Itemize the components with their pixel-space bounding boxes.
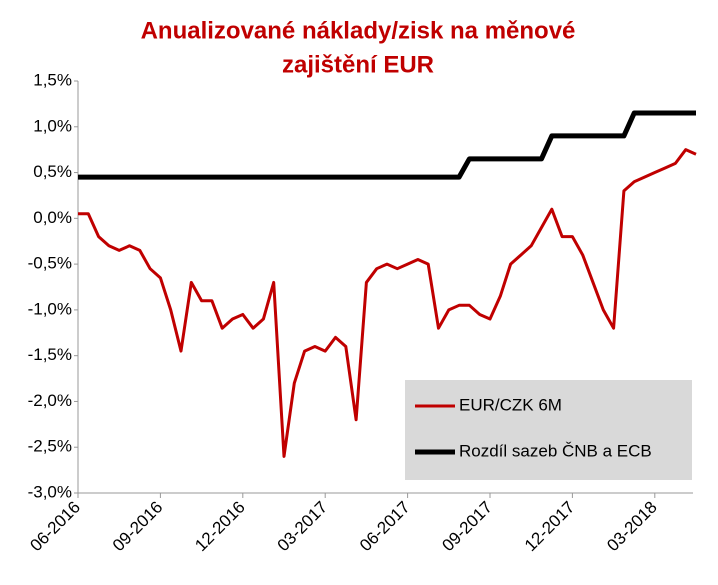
x-tick-label: 03-2017	[274, 498, 332, 556]
legend-label: Rozdíl sazeb ČNB a ECB	[459, 441, 652, 460]
chart-subtitle: zajištění EUR	[282, 51, 434, 78]
y-tick-label: -2,0%	[28, 391, 72, 410]
y-tick-label: -3,0%	[28, 482, 72, 501]
y-tick-label: -2,5%	[28, 437, 72, 456]
x-tick-label: 12-2016	[191, 498, 249, 556]
y-tick-label: 0,0%	[33, 208, 72, 227]
x-tick-label: 03-2018	[603, 498, 661, 556]
data-line	[78, 148, 697, 458]
chart-title: Anualizované náklady/zisk na měnové	[141, 17, 576, 44]
x-tick-label: 09-2017	[438, 498, 496, 556]
x-tick-label: 06-2016	[26, 498, 84, 556]
y-tick-label: -1,0%	[28, 299, 72, 318]
x-tick-label: 12-2017	[521, 498, 579, 556]
legend-label: EUR/CZK 6M	[459, 395, 562, 414]
data-line	[78, 110, 696, 180]
x-tick-label: 09-2016	[109, 498, 167, 556]
y-tick-label: 0,5%	[33, 162, 72, 181]
legend	[405, 380, 692, 480]
y-tick-label: -1,5%	[28, 345, 72, 364]
y-tick-label: 1,5%	[33, 70, 72, 89]
y-tick-label: -0,5%	[28, 254, 72, 273]
y-tick-label: 1,0%	[33, 116, 72, 135]
x-tick-label: 06-2017	[356, 498, 414, 556]
